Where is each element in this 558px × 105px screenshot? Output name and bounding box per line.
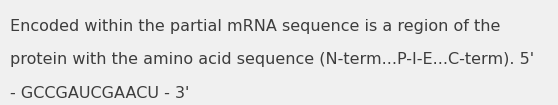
Text: protein with the amino acid sequence (N-term...P-I-E...C-term). 5': protein with the amino acid sequence (N-… <box>9 52 533 68</box>
Text: Encoded within the partial mRNA sequence is a region of the: Encoded within the partial mRNA sequence… <box>9 19 500 34</box>
Text: - GCCGAUCGAACU - 3': - GCCGAUCGAACU - 3' <box>9 85 189 100</box>
